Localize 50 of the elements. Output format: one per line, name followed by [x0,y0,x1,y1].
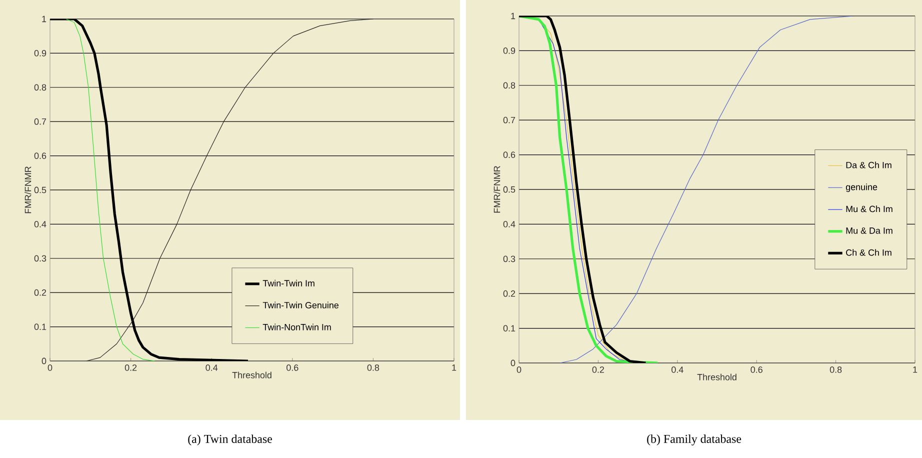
y-tick-label: 0.2 [34,289,46,296]
x-tick-label: 1 [913,366,918,373]
legend-label: Mu & Ch Im [846,206,892,212]
y-tick-label: 0.5 [34,186,46,194]
legend-label: Twin-Twin Im [262,280,314,286]
y-tick-label: 0.1 [34,324,46,330]
y-tick-label: 1 [511,12,516,20]
y-tick-label: 0.3 [34,255,46,262]
x-tick-label: 0.2 [592,366,604,373]
y-tick-label: 0.6 [34,152,46,159]
legend-label: Mu & Da Im [846,228,892,234]
legend-label: Twin-NonTwin Im [262,324,331,330]
line-series [66,18,156,361]
x-tick-label: 0.4 [206,364,218,371]
legend-label: genuine [846,184,878,192]
y-axis-title: FMR/FNMR [494,166,500,213]
x-axis-title: Threshold [232,372,272,378]
x-tick-label: 1 [452,364,456,371]
legend-label: Da & Ch Im [846,162,892,168]
y-tick-label: 0.3 [503,256,516,262]
line-series [86,18,374,361]
x-tick-label: 0 [48,364,52,371]
y-tick-label: 0.5 [503,186,516,193]
y-tick-label: 0.8 [503,82,516,89]
x-tick-label: 0.4 [672,366,684,373]
y-tick-label: 0.9 [503,48,516,54]
y-tick-label: 0 [42,358,46,364]
x-tick-label: 0.2 [124,364,137,371]
x-tick-label: 0.8 [367,364,380,371]
y-tick-label: 0.9 [34,50,46,56]
y-tick-label: 0.7 [34,118,46,125]
y-tick-label: 0 [510,360,516,366]
legend-label: Ch & Ch Im [846,249,892,256]
text: (a) Twin database [188,434,272,446]
y-tick-label: 0.1 [503,325,516,332]
legend-label: Twin-Twin Genuine [262,302,339,308]
y-tick-label: 0.6 [503,152,516,158]
text: (b) Family database [647,434,742,446]
x-tick-label: 0.6 [286,364,298,371]
x-axis-title: Threshold [697,374,736,380]
x-tick-label: 0.6 [750,366,762,373]
y-tick-label: 0.4 [34,221,46,228]
x-tick-label: 0 [516,366,522,373]
y-tick-label: 1 [42,16,46,22]
y-axis-title: FMR/FNMR [24,166,32,214]
y-tick-label: 0.7 [503,116,516,124]
x-tick-label: 0.8 [830,366,842,373]
y-tick-label: 0.8 [34,84,46,91]
y-tick-label: 0.2 [503,290,516,297]
y-tick-label: 0.4 [503,221,516,228]
